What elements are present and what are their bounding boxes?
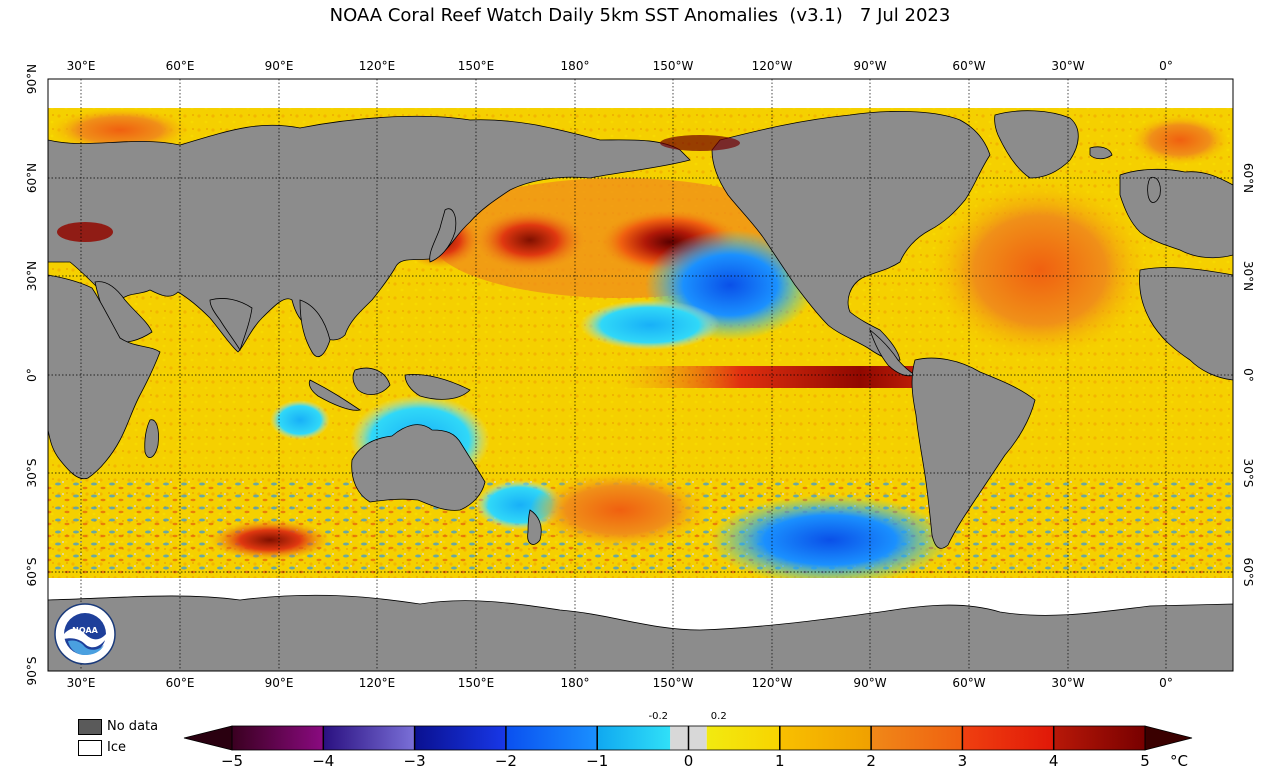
colorbar-segment-8	[871, 726, 963, 750]
colorbar-segment-10	[1053, 726, 1145, 750]
colorbar-tick-4: −1	[586, 752, 609, 770]
ice-label: Ice	[107, 740, 126, 755]
longitude_labels-5: 180°	[560, 59, 590, 73]
page-title: NOAA Coral Reef Watch Daily 5km SST Anom…	[329, 5, 951, 26]
longitude_labels-1: 60°E	[165, 59, 195, 73]
colorbar-segment-3	[505, 726, 598, 750]
colorbar-tick-5: 0	[683, 752, 694, 770]
svg-text:NOAA: NOAA	[72, 626, 98, 635]
longitude_labels-8: 90°W	[853, 59, 887, 73]
colorbar-segment-6	[706, 726, 780, 750]
colorbar-tick-0: −5	[220, 752, 244, 770]
latitude_labels_left-1: 60°N	[25, 162, 39, 194]
colorbar-tick-9: 4	[1048, 752, 1059, 770]
longitude_labels-2: 90°E	[264, 676, 294, 690]
colorbar-tick-2: −3	[403, 752, 426, 770]
colorbar-segment-7	[779, 726, 872, 750]
longitude_labels-8: 90°W	[853, 676, 887, 690]
antarctica-landmass	[48, 594, 1233, 671]
latitude_labels_right-4: 60°S	[1241, 557, 1255, 587]
latitude_labels_left-0: 90°N	[25, 63, 39, 95]
colorbar-low-extension	[183, 725, 233, 751]
colorbar-segment-9	[962, 726, 1054, 750]
latitude_labels_left-4: 30°S	[25, 458, 39, 488]
colorbar-neutral-1: 0.2	[710, 711, 727, 722]
longitude_labels-5: 180°	[560, 676, 590, 690]
longitude_labels-7: 120°W	[751, 59, 793, 73]
graticule	[48, 79, 1233, 671]
colorbar-tick-1: −4	[312, 752, 335, 770]
colorbar-tick-10: 5	[1140, 752, 1150, 770]
longitude_labels-3: 120°E	[358, 676, 396, 690]
latitude_labels_left-5: 60°S	[25, 557, 39, 587]
colorbar-high-extension	[1144, 725, 1193, 751]
latitude_labels_left-2: 30°N	[25, 260, 39, 292]
colorbar-tick-8: 3	[957, 752, 968, 770]
longitude_labels-2: 90°E	[264, 59, 294, 73]
longitude_labels-4: 150°E	[457, 59, 495, 73]
no-data-swatch	[78, 719, 102, 735]
latitude_labels_right-1: 30°N	[1241, 260, 1255, 292]
colorbar-segment-2	[414, 726, 506, 750]
south-pacific-cool-anomaly	[710, 495, 950, 585]
colorbar-unit: °C	[1170, 752, 1188, 770]
latitude_labels_right-2: 0°	[1241, 368, 1255, 382]
sst-anomaly-map	[47, 78, 1234, 672]
no-data-label: No data	[107, 719, 159, 734]
longitude_labels-7: 120°W	[751, 676, 793, 690]
colorbar-tick-6: 1	[775, 752, 785, 770]
colorbar-tick-7: 2	[866, 752, 876, 770]
latitude_labels_left-6: 90°S	[25, 656, 39, 686]
longitude_labels-9: 60°W	[952, 59, 986, 73]
longitude_labels-11: 0°	[1159, 676, 1173, 690]
noaa-logo: NOAA	[54, 603, 116, 665]
latitude_labels_right-3: 30°S	[1241, 458, 1255, 488]
longitude_labels-4: 150°E	[457, 676, 495, 690]
latitude_labels_right-0: 60°N	[1241, 162, 1255, 194]
longitude_labels-1: 60°E	[165, 676, 195, 690]
colorbar-segment-4	[597, 726, 671, 750]
longitude_labels-3: 120°E	[358, 59, 396, 73]
colorbar-neutral-0: -0.2	[648, 711, 668, 722]
longitude_labels-6: 150°W	[652, 59, 694, 73]
colorbar	[183, 725, 1193, 751]
longitude_labels-10: 30°W	[1051, 59, 1085, 73]
longitude_labels-11: 0°	[1159, 59, 1173, 73]
colorbar-segment-1	[323, 726, 415, 750]
ice-swatch	[78, 740, 102, 756]
longitude_labels-10: 30°W	[1051, 676, 1085, 690]
longitude_labels-0: 30°E	[66, 676, 96, 690]
longitude_labels-6: 150°W	[652, 676, 694, 690]
longitude_labels-9: 60°W	[952, 676, 986, 690]
latitude_labels_left-3: 0°	[25, 368, 39, 382]
colorbar-segment-0	[232, 726, 324, 750]
longitude_labels-0: 30°E	[66, 59, 96, 73]
colorbar-tick-3: −2	[494, 752, 517, 770]
equatorial-warm-anomaly	[620, 366, 920, 388]
north-atlantic-warm-anomaly	[930, 180, 1150, 360]
